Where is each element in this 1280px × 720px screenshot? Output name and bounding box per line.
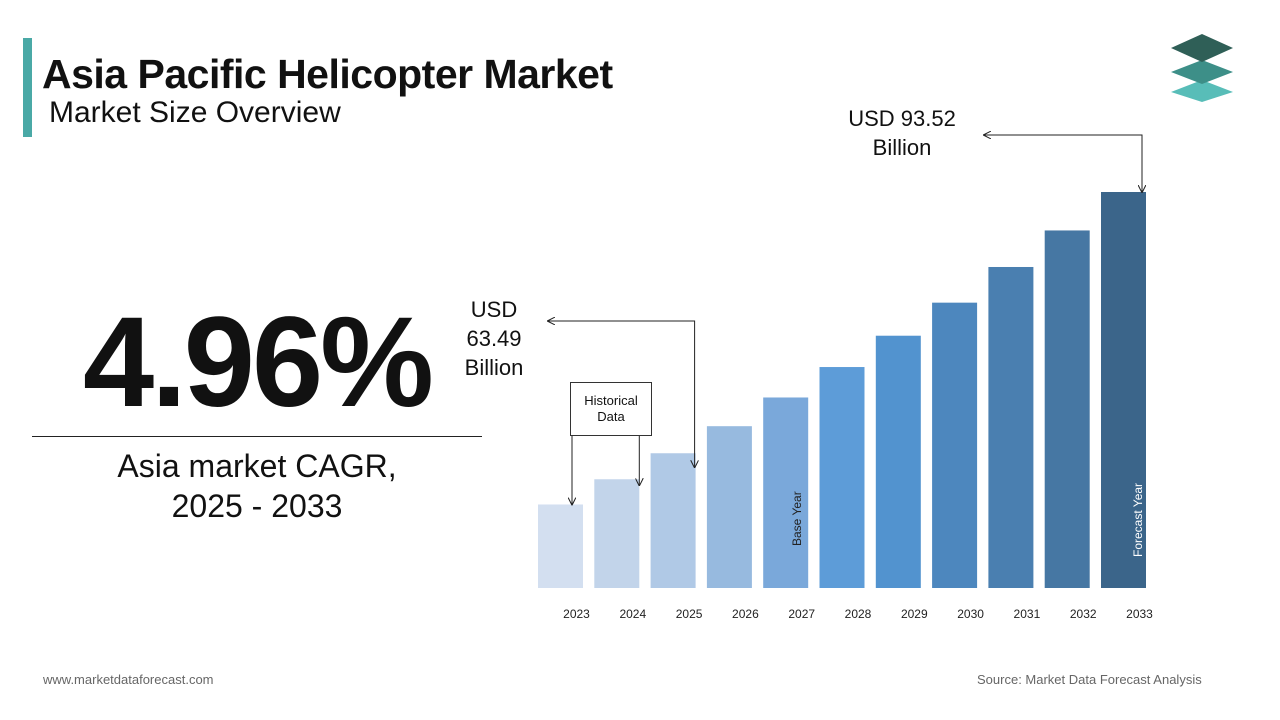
footer-website: www.marketdataforecast.com	[43, 672, 214, 687]
x-tick-label-2032: 2032	[1070, 607, 1097, 621]
x-tick-label-2030: 2030	[957, 607, 984, 621]
value-callout-2025: USD 63.49 Billion	[448, 295, 540, 382]
bar-2033	[1101, 192, 1146, 588]
bar-2025	[650, 453, 696, 588]
annotation-arrows	[548, 135, 1142, 504]
stacked-layers-logo-icon	[1171, 34, 1233, 102]
bar-2031	[988, 266, 1034, 588]
value-callout-2025-line3: Billion	[464, 355, 524, 380]
bar-2028	[819, 367, 865, 588]
x-tick-label-2027: 2027	[788, 607, 815, 621]
cagr-label-line1: Asia market CAGR,	[117, 448, 397, 484]
cagr-label: Asia market CAGR, 2025 - 2033	[32, 446, 482, 526]
x-tick-labels: 2023 2024 2025 2026 2027 2028 2029 2030 2031 2032…	[563, 607, 1153, 621]
bar-2030	[932, 302, 978, 588]
x-tick-label-2028: 2028	[845, 607, 872, 621]
cagr-divider	[32, 436, 482, 437]
cagr-label-line2: 2025 - 2033	[171, 488, 343, 524]
value-callout-2025-line1: USD	[470, 297, 518, 322]
bar-2024	[594, 479, 640, 588]
base-year-label: Base Year	[790, 491, 804, 546]
rotated-annotations: Base Year Forecast Year	[790, 483, 1145, 557]
arrow-value-2033	[984, 135, 1142, 192]
bar-2029	[875, 335, 921, 588]
bar-2032	[1044, 230, 1090, 589]
bar-2027	[763, 397, 809, 588]
x-tick-label-2023: 2023	[563, 607, 590, 621]
x-tick-label-2024: 2024	[619, 607, 646, 621]
bar-2026	[706, 426, 752, 588]
value-callout-2025-line2: 63.49	[466, 326, 522, 351]
historical-data-callout: Historical Data	[570, 382, 652, 436]
bar-2023	[538, 504, 583, 588]
x-tick-label-2029: 2029	[901, 607, 928, 621]
value-callout-2033: USD 93.52 Billion	[822, 104, 982, 162]
page-title: Asia Pacific Helicopter Market	[42, 51, 613, 97]
arrow-value-2025	[548, 321, 695, 467]
x-tick-label-2026: 2026	[732, 607, 759, 621]
value-callout-2033-line2: Billion	[872, 135, 932, 160]
footer-source: Source: Market Data Forecast Analysis	[977, 672, 1202, 687]
cagr-value: 4.96%	[83, 291, 434, 434]
value-callout-2033-line1: USD 93.52	[848, 106, 956, 131]
forecast-year-label: Forecast Year	[1131, 483, 1145, 557]
x-tick-label-2025: 2025	[676, 607, 703, 621]
historical-label-line2: Data	[597, 409, 625, 424]
title-accent-bar	[23, 38, 32, 137]
x-tick-label-2031: 2031	[1014, 607, 1041, 621]
page-subtitle: Market Size Overview	[49, 96, 341, 129]
historical-label-line1: Historical	[584, 393, 638, 408]
bars-group	[538, 192, 1146, 589]
x-tick-label-2033: 2033	[1126, 607, 1153, 621]
